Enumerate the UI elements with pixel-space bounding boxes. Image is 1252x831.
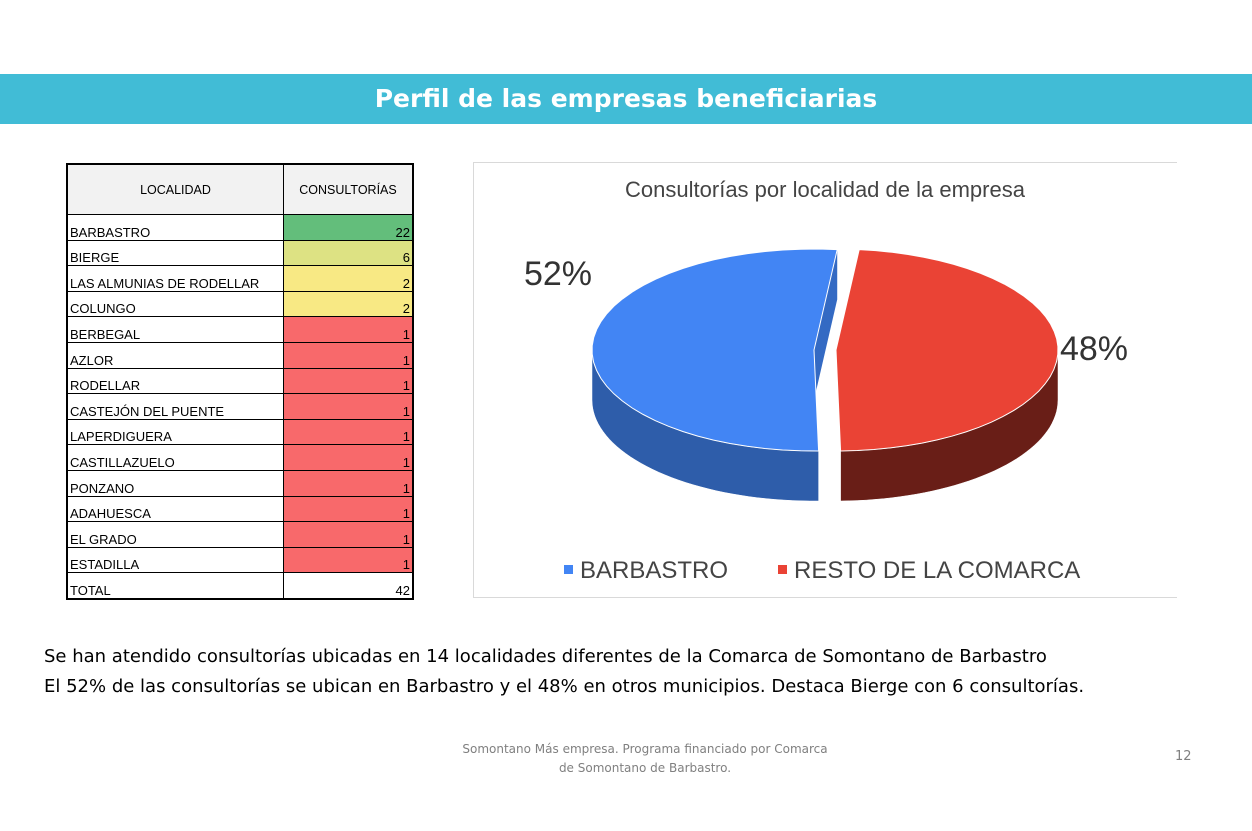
localidad-cell: AZLOR [66,341,284,369]
summary-text: Se han atendido consultorías ubicadas en… [44,642,1084,702]
total-value: 42 [283,572,414,600]
chart-title: Consultorías por localidad de la empresa [625,177,1026,202]
summary-line-2: El 52% de las consultorías se ubican en … [44,676,1085,697]
localidad-cell: RODELLAR [66,367,284,395]
localidad-cell: COLUNGO [66,290,284,318]
localidad-cell: BERBEGAL [66,316,284,343]
table-row: RODELLAR 1 [66,367,414,395]
summary-line-1: Se han atendido consultorías ubicadas en… [44,646,1047,667]
data-label-barbastro: 52% [524,255,592,293]
consultorias-cell: 22 [283,214,414,241]
legend-swatch-resto [778,565,787,574]
table-row: PONZANO 1 [66,469,414,497]
table-row: BERBEGAL 1 [66,316,414,343]
legend-label-barbastro: BARBASTRO [580,557,728,584]
total-label: TOTAL [66,572,284,600]
consultorias-cell: 2 [283,290,414,318]
chart-frame: Consultorías por localidad de la empresa… [473,162,1177,598]
consultorias-cell: 1 [283,367,414,395]
consultorias-cell: 1 [283,393,414,420]
total-row: TOTAL 42 [66,572,414,600]
pie-slice-resto [835,249,1059,452]
consultorias-cell: 1 [283,521,414,548]
header-consultorias: CONSULTORÍAS [283,163,414,215]
legend: BARBASTRO RESTO DE LA COMARCA [564,557,1080,584]
header-localidad: LOCALIDAD [66,163,284,215]
consultorias-cell: 1 [283,469,414,497]
consultorias-cell: 1 [283,418,414,446]
localidad-cell: LAS ALMUNIAS DE RODELLAR [66,265,284,292]
table-row: LAPERDIGUERA 1 [66,418,414,446]
table-row: LAS ALMUNIAS DE RODELLAR 2 [66,265,414,292]
consultorias-cell: 1 [283,546,414,574]
consultorias-cell: 1 [283,444,414,471]
localidad-cell: CASTILLAZUELO [66,444,284,471]
table-row: CASTEJÓN DEL PUENTE 1 [66,393,414,420]
localidad-cell: PONZANO [66,469,284,497]
consultorias-cell: 1 [283,495,414,523]
legend-label-resto: RESTO DE LA COMARCA [794,557,1080,584]
table-row: CASTILLAZUELO 1 [66,444,414,471]
consultorias-cell: 2 [283,265,414,292]
consultorias-cell: 1 [283,316,414,343]
consultorias-cell: 6 [283,239,414,267]
page-number: 12 [1175,749,1192,764]
localidad-cell: BIERGE [66,239,284,267]
table-row: ADAHUESCA 1 [66,495,414,523]
localidad-cell: CASTEJÓN DEL PUENTE [66,393,284,420]
table-row: EL GRADO 1 [66,521,414,548]
table-row: ESTADILLA 1 [66,546,414,574]
footer: Somontano Más empresa. Programa financia… [400,740,890,778]
localidad-cell: ADAHUESCA [66,495,284,523]
localidad-cell: LAPERDIGUERA [66,418,284,446]
localidad-cell: EL GRADO [66,521,284,548]
table-row: BIERGE 6 [66,239,414,267]
table-row: BARBASTRO 22 [66,214,414,241]
table-row: AZLOR 1 [66,341,414,369]
pie-cut-face-barbastro [814,249,838,400]
pie-chart: Consultorías por localidad de la empresa… [524,177,1128,584]
footer-line-2: de Somontano de Barbastro. [558,761,732,775]
slide-title: Perfil de las empresas beneficiarias [0,74,1252,124]
consultorias-cell: 1 [283,341,414,369]
localidad-table: LOCALIDAD CONSULTORÍAS BARBASTRO 22 BIERGE… [66,163,414,600]
pie-slice-barbastro [591,248,838,452]
localidad-cell: BARBASTRO [66,214,284,241]
footer-line-1: Somontano Más empresa. Programa financia… [462,742,828,756]
legend-swatch-barbastro [564,565,573,574]
table-row: COLUNGO 2 [66,290,414,318]
data-label-resto: 48% [1060,330,1128,368]
localidad-cell: ESTADILLA [66,546,284,574]
